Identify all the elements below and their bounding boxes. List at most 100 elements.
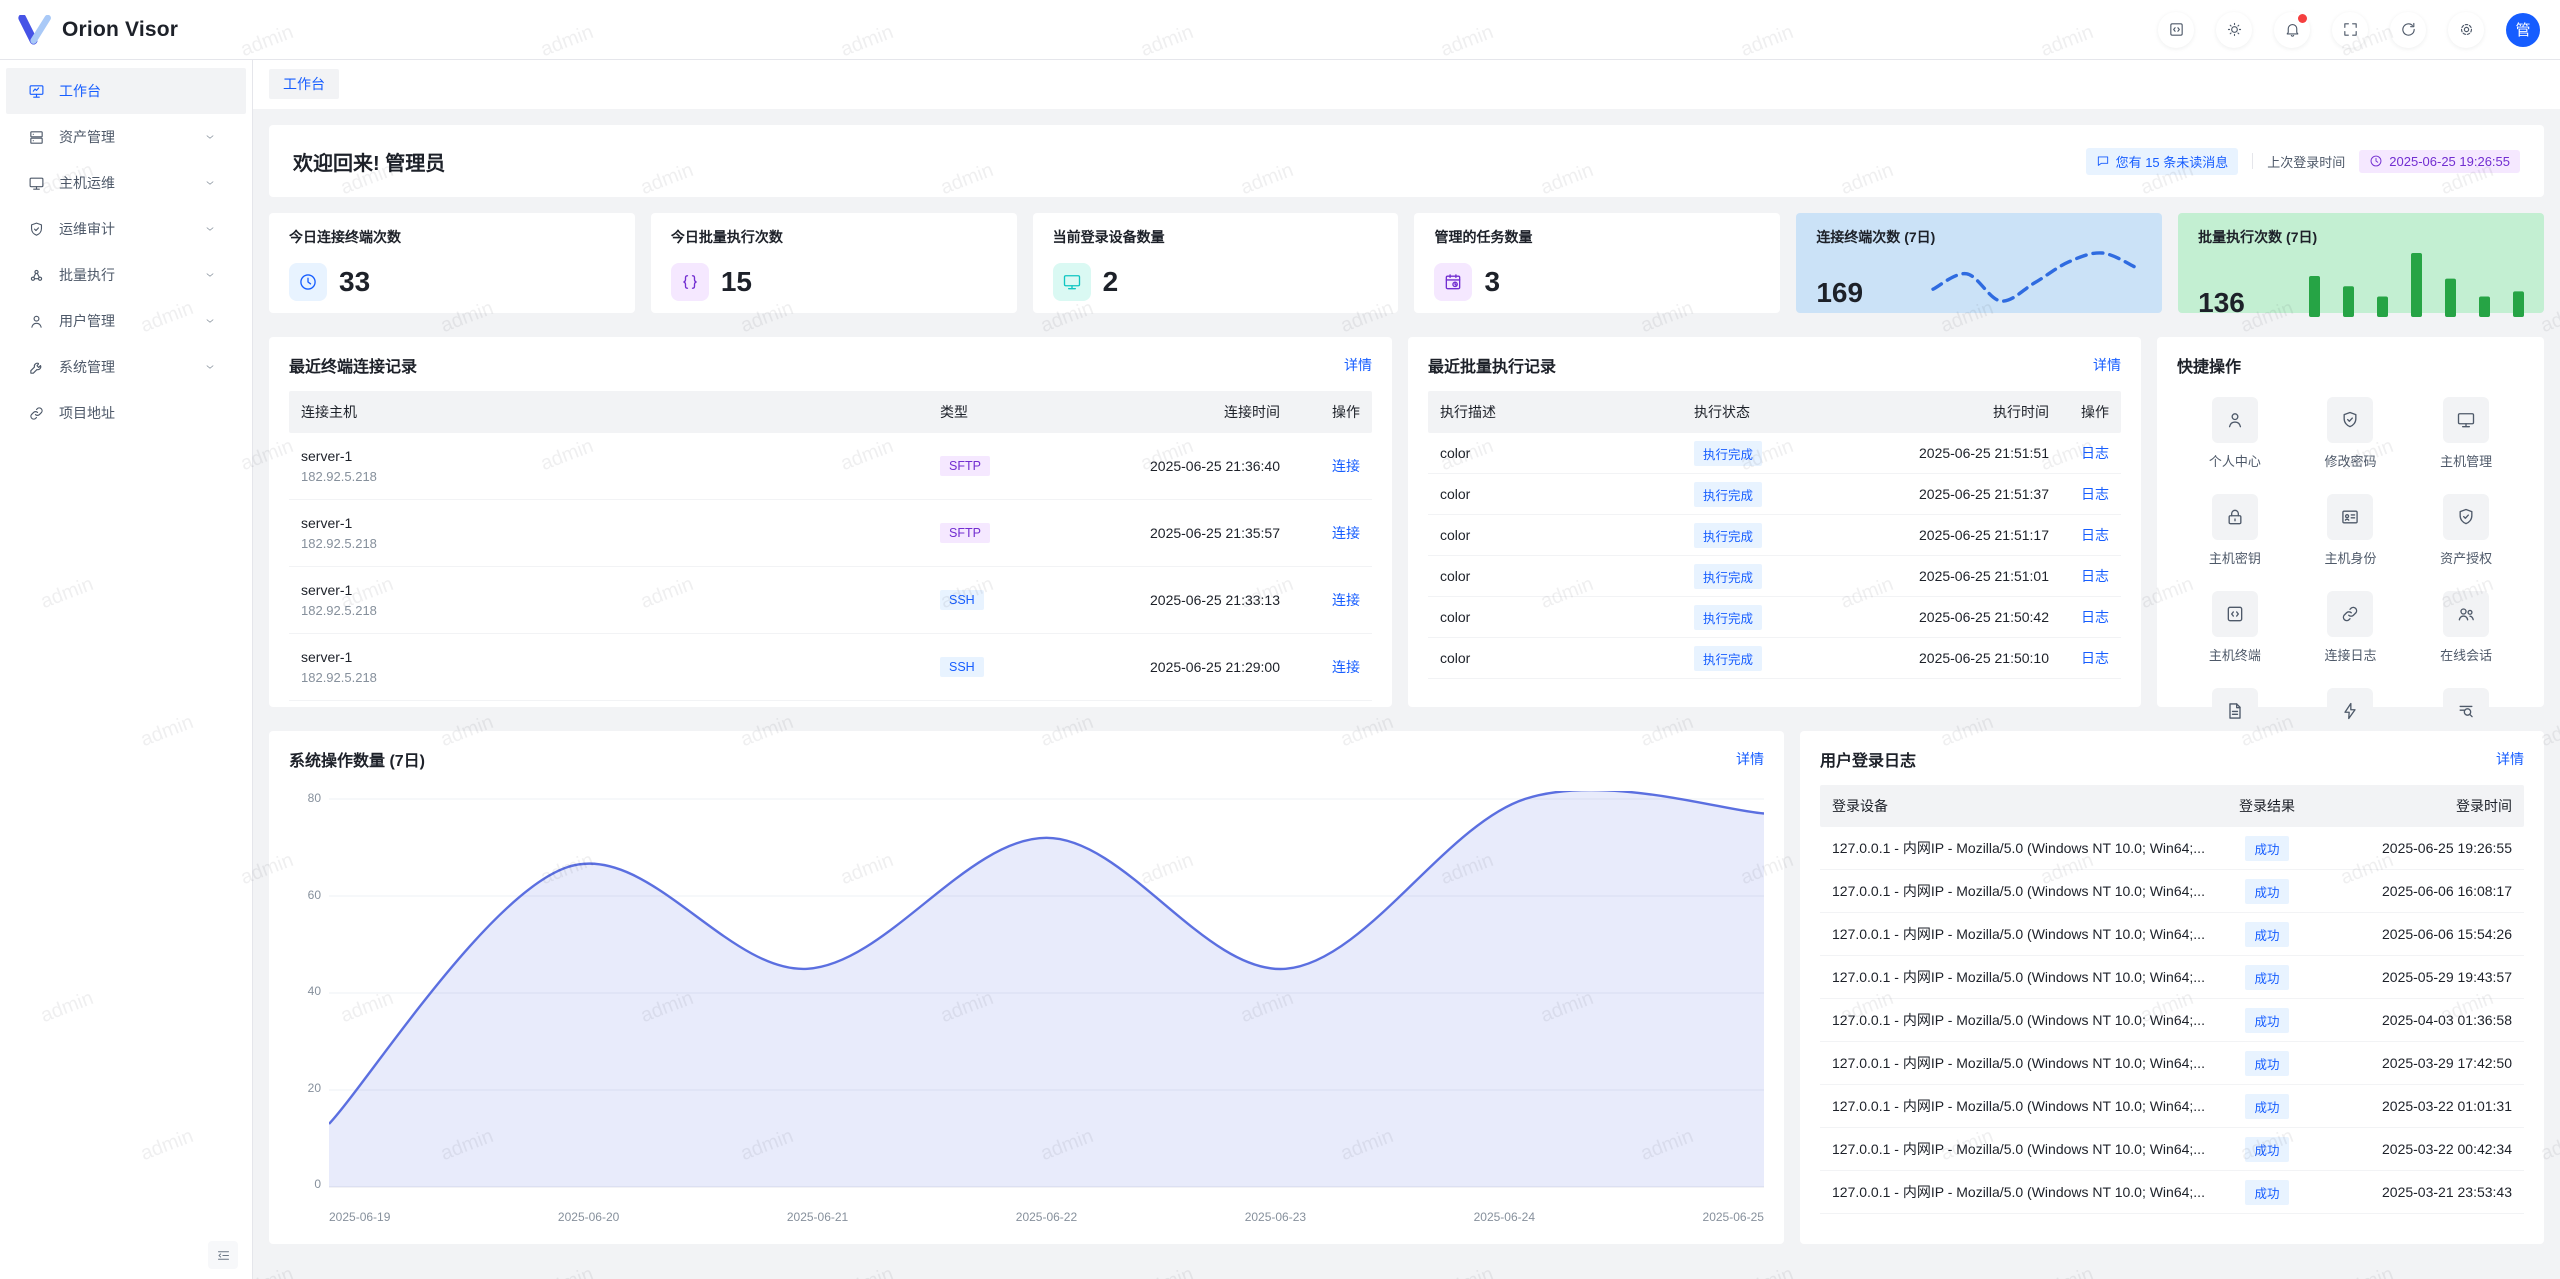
- login-log-detail-link[interactable]: 详情: [2496, 751, 2524, 767]
- login-device: 127.0.0.1 - 内网IP - Mozilla/5.0 (Windows …: [1832, 1012, 2205, 1028]
- middle-row: 最近终端连接记录 详情 连接主机 类型 连接时间 操作: [269, 337, 2544, 760]
- log-link[interactable]: 日志: [2081, 650, 2109, 666]
- quick-action-change-password[interactable]: 修改密码: [2293, 397, 2409, 470]
- theme-toggle-button[interactable]: [2216, 11, 2252, 48]
- quick-action-host-management[interactable]: 主机管理: [2408, 397, 2524, 470]
- stat-title: 管理的任务数量: [1434, 229, 1533, 245]
- sidebar-item-label: 主机运维: [59, 175, 115, 191]
- sidebar-item-assets[interactable]: 资产管理: [6, 114, 246, 160]
- user-icon: [31, 315, 42, 328]
- table-header: 连接主机 类型 连接时间 操作: [289, 391, 1372, 433]
- column-header: 连接时间: [1224, 404, 1280, 420]
- table-row: 127.0.0.1 - 内网IP - Mozilla/5.0 (Windows …: [1820, 1128, 2524, 1171]
- user-avatar[interactable]: 管: [2506, 12, 2540, 47]
- monitor-icon: [1052, 263, 1091, 301]
- log-link[interactable]: 日志: [2081, 527, 2109, 543]
- login-time: 2025-06-06 16:08:17: [2382, 883, 2512, 899]
- sidebar-item-workbench[interactable]: 工作台: [6, 68, 246, 114]
- last-login-time: 2025-06-25 19:26:55: [2389, 153, 2510, 169]
- notifications-button[interactable]: [2274, 11, 2310, 48]
- login-device: 127.0.0.1 - 内网IP - Mozilla/5.0 (Windows …: [1832, 840, 2205, 856]
- log-link[interactable]: 日志: [2081, 445, 2109, 461]
- table-row: 127.0.0.1 - 内网IP - Mozilla/5.0 (Windows …: [1820, 870, 2524, 913]
- braces-icon: [670, 263, 709, 301]
- shield-check-icon: [2327, 397, 2374, 443]
- ops-chart-detail-link[interactable]: 详情: [1736, 751, 1764, 767]
- stat-value: 136: [2198, 287, 2245, 318]
- quick-action-profile[interactable]: 个人中心: [2177, 397, 2293, 470]
- stat-value: 169: [1816, 277, 1864, 308]
- sidebar-item-batch-exec[interactable]: 批量执行: [6, 252, 246, 298]
- login-time: 2025-03-22 00:42:34: [2382, 1141, 2512, 1157]
- quick-action-online-sessions[interactable]: 在线会话: [2408, 591, 2524, 664]
- stat-title: 当前登录设备数量: [1052, 229, 1165, 245]
- sidebar-item-label: 项目地址: [59, 405, 115, 421]
- sidebar-item-host-ops[interactable]: 主机运维: [6, 160, 246, 206]
- quick-action-label: 在线会话: [2440, 648, 2493, 663]
- collapse-sidebar-button[interactable]: [208, 1241, 238, 1269]
- quick-action-label: 个人中心: [2208, 454, 2261, 469]
- exec-time: 2025-06-25 21:51:17: [1919, 527, 2049, 543]
- column-header: 登录结果: [2239, 798, 2295, 814]
- quick-action-host-identity[interactable]: 主机身份: [2293, 494, 2409, 567]
- login-device: 127.0.0.1 - 内网IP - Mozilla/5.0 (Windows …: [1832, 1098, 2205, 1114]
- app-header: Orion Visor 管: [0, 0, 2560, 60]
- page-scroll-area[interactable]: 欢迎回来! 管理员 您有 15 条未读消息 上次登录时间 2025-06-25 …: [253, 109, 2560, 1279]
- log-link[interactable]: 日志: [2081, 568, 2109, 584]
- log-link[interactable]: 日志: [2081, 609, 2109, 625]
- breadcrumb[interactable]: 工作台: [269, 69, 339, 99]
- protocol-tag: SSH: [940, 590, 984, 610]
- exec-sparkline-chart: [2308, 253, 2524, 317]
- quick-action-connect-log[interactable]: 连接日志: [2293, 591, 2409, 664]
- table-row: 127.0.0.1 - 内网IP - Mozilla/5.0 (Windows …: [1820, 1171, 2524, 1214]
- log-link[interactable]: 日志: [2081, 486, 2109, 502]
- quick-action-label: 主机密钥: [2208, 551, 2261, 566]
- connect-time: 2025-06-25 21:36:40: [1150, 458, 1280, 474]
- x-axis-labels: 2025-06-19 2025-06-20 2025-06-21 2025-06-22…: [329, 1210, 1764, 1224]
- host-ip: 182.92.5.218: [301, 603, 377, 618]
- clock-icon: [289, 263, 327, 301]
- quick-action-label: 主机终端: [2208, 648, 2261, 663]
- notification-dot: [2298, 13, 2307, 23]
- protocol-tag: SFTP: [940, 456, 990, 476]
- cluster-icon: [30, 269, 43, 281]
- ops-chart-panel: 系统操作数量 (7日) 详情 0 20 40 60 80 2025-06-19 2025-…: [269, 731, 1784, 1244]
- sidebar-item-system[interactable]: 系统管理: [6, 344, 246, 390]
- connect-link[interactable]: 连接: [1332, 592, 1360, 608]
- clock-icon: [2370, 155, 2382, 167]
- api-docs-button[interactable]: [2158, 11, 2194, 48]
- table-header: 执行描述 执行状态 执行时间 操作: [1428, 391, 2121, 433]
- table-row: server-1 182.92.5.218 SFTP 2025-06-25 21…: [289, 433, 1372, 500]
- refresh-button[interactable]: [2390, 11, 2426, 48]
- login-result-tag: 成功: [2245, 921, 2289, 947]
- chevron-down-icon: [206, 273, 214, 277]
- link-icon: [30, 406, 43, 420]
- quick-action-host-keys[interactable]: 主机密钥: [2177, 494, 2293, 567]
- storage-icon: [30, 130, 43, 144]
- sidebar-item-users[interactable]: 用户管理: [6, 298, 246, 344]
- quick-action-host-terminal[interactable]: 主机终端: [2177, 591, 2293, 664]
- exec-detail-link[interactable]: 详情: [2093, 357, 2121, 373]
- sidebar-item-audit[interactable]: 运维审计: [6, 206, 246, 252]
- unread-messages-badge[interactable]: 您有 15 条未读消息: [2085, 147, 2239, 175]
- user-group-icon: [2443, 591, 2490, 637]
- task-calendar-icon: [1434, 263, 1473, 301]
- quick-actions-grid: 个人中心 修改密码 主机管理: [2177, 391, 2524, 761]
- sidebar-item-project-link[interactable]: 项目地址: [6, 390, 246, 436]
- exec-time: 2025-06-25 21:50:42: [1919, 609, 2049, 625]
- fullscreen-button[interactable]: [2332, 11, 2368, 48]
- table-row: server-1 182.92.5.218 SSH 2025-06-25 21:…: [289, 634, 1372, 701]
- exec-status-tag: 执行完成: [1694, 563, 1763, 589]
- code-square-icon: [2211, 591, 2258, 637]
- connect-link[interactable]: 连接: [1332, 525, 1360, 541]
- exec-desc: color: [1440, 486, 1471, 502]
- quick-action-label: 修改密码: [2324, 454, 2377, 469]
- connect-link[interactable]: 连接: [1332, 659, 1360, 675]
- quick-action-label: 主机管理: [2440, 454, 2493, 469]
- settings-button[interactable]: [2448, 11, 2484, 48]
- quick-actions-panel: 快捷操作 个人中心 修改密码: [2157, 337, 2544, 760]
- workbench-icon: [29, 84, 44, 98]
- connect-link[interactable]: 连接: [1332, 458, 1360, 474]
- quick-action-asset-grant[interactable]: 资产授权: [2408, 494, 2524, 567]
- terminal-detail-link[interactable]: 详情: [1344, 357, 1372, 373]
